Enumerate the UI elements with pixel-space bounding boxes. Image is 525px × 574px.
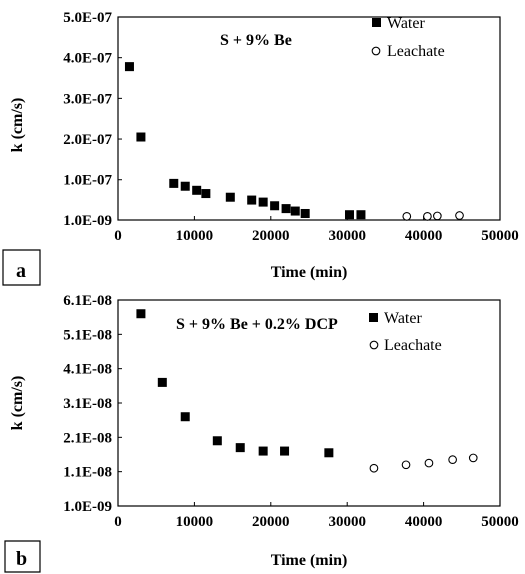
panel-label-a: a (16, 260, 26, 282)
y-axis-title-a: k (cm/s) (9, 98, 26, 153)
water-point (225, 192, 235, 202)
x-tick-label: 0 (114, 514, 122, 530)
water-point (169, 178, 179, 188)
legend-b: Water Leachate (369, 310, 442, 354)
annotation-a: S + 9% Be (220, 32, 292, 49)
x-tick-label: 50000 (481, 228, 519, 244)
annotation-b: S + 9% Be + 0.2% DCP (176, 316, 338, 333)
plot-frame-a (117, 16, 501, 221)
x-tick-label: 20000 (252, 514, 290, 530)
water-point (136, 132, 146, 142)
legend-water-label-a: Water (387, 15, 425, 32)
x-axis-ticks-a: 0 10000 20000 30000 40000 50000 (114, 216, 519, 244)
water-point (180, 181, 190, 191)
data-marks-b (136, 309, 478, 473)
x-axis-title-a: Time (min) (271, 264, 348, 281)
leachate-point (455, 211, 464, 220)
water-point (280, 446, 290, 456)
water-point (258, 197, 268, 207)
legend-water-marker-a (372, 18, 381, 27)
y-tick-label: 3.1E-08 (63, 396, 112, 412)
water-point (290, 206, 300, 216)
legend-leachate-marker-a (371, 46, 381, 56)
water-point (356, 210, 366, 220)
leachate-point (401, 460, 411, 470)
legend-leachate-marker-b (369, 340, 379, 350)
x-tick-label: 50000 (481, 514, 519, 530)
water-point (212, 436, 222, 446)
y-axis-ticks-a: 1.0E-09 1.0E-07 2.0E-07 3.0E-07 4.0E-07 5.0E-… (63, 10, 122, 229)
water-point (201, 189, 211, 199)
water-point (247, 195, 257, 205)
water-point (235, 443, 245, 453)
legend-leachate-label-b: Leachate (384, 337, 442, 354)
water-point (136, 309, 146, 319)
y-axis-title-b: k (cm/s) (9, 376, 26, 431)
y-tick-label: 2.0E-07 (63, 132, 112, 148)
y-tick-label: 3.0E-07 (63, 91, 112, 107)
y-tick-label: 1.0E-09 (63, 213, 112, 229)
x-axis-ticks-b: 0 10000 20000 30000 40000 50000 (114, 502, 519, 530)
water-point (192, 185, 202, 195)
water-point (281, 204, 291, 214)
water-point (180, 412, 190, 422)
panel-label-box-b: b (4, 540, 41, 573)
x-tick-label: 30000 (328, 228, 366, 244)
x-tick-label: 40000 (405, 514, 443, 530)
legend-water-marker-b (369, 313, 378, 322)
x-tick-label: 10000 (176, 514, 214, 530)
panel-label-box-a: a (2, 249, 41, 286)
y-tick-label: 2.1E-08 (63, 430, 112, 446)
chart-panel-b: 0 10000 20000 30000 40000 50000 1.0E-09 1.1E-0… (4, 293, 519, 573)
water-point (124, 62, 134, 72)
water-point (324, 448, 334, 458)
water-point (258, 446, 268, 456)
legend-a: Water Leachate (371, 15, 445, 60)
water-point (344, 210, 354, 220)
leachate-point (423, 211, 432, 221)
x-tick-label: 20000 (252, 228, 290, 244)
x-tick-label: 10000 (176, 228, 214, 244)
leachate-point (433, 211, 442, 221)
x-axis-title-b: Time (min) (271, 552, 348, 569)
water-point (157, 377, 167, 387)
y-tick-label: 1.1E-08 (63, 465, 112, 481)
water-point (300, 208, 310, 218)
x-tick-label: 30000 (328, 514, 366, 530)
y-tick-label: 5.1E-08 (63, 327, 112, 343)
y-tick-label: 4.1E-08 (63, 362, 112, 378)
x-tick-label: 0 (114, 228, 122, 244)
leachate-point (424, 458, 434, 468)
data-marks-a (124, 62, 464, 221)
legend-leachate-label-a: Leachate (387, 43, 445, 60)
chart-panel-a: 0 10000 20000 30000 40000 50000 1.0E-091.0E-0… (2, 10, 519, 286)
panel-label-b: b (16, 548, 27, 570)
x-tick-label: 40000 (405, 228, 443, 244)
water-point (270, 201, 280, 211)
y-tick-label: 6.1E-08 (63, 293, 112, 309)
legend-water-label-b: Water (384, 310, 422, 327)
leachate-point (448, 455, 457, 465)
y-tick-label: 5.0E-07 (63, 10, 112, 26)
leachate-point (468, 453, 478, 463)
y-tick-label: 1.0E-07 (63, 173, 112, 189)
leachate-point (402, 211, 412, 221)
y-tick-label: 4.0E-07 (63, 51, 112, 67)
leachate-point (369, 463, 379, 473)
y-axis-ticks-b: 1.0E-09 1.1E-08 2.1E-08 3.1E-08 4.1E-08 5.1E-… (63, 293, 122, 515)
y-tick-label: 1.0E-09 (63, 499, 112, 515)
